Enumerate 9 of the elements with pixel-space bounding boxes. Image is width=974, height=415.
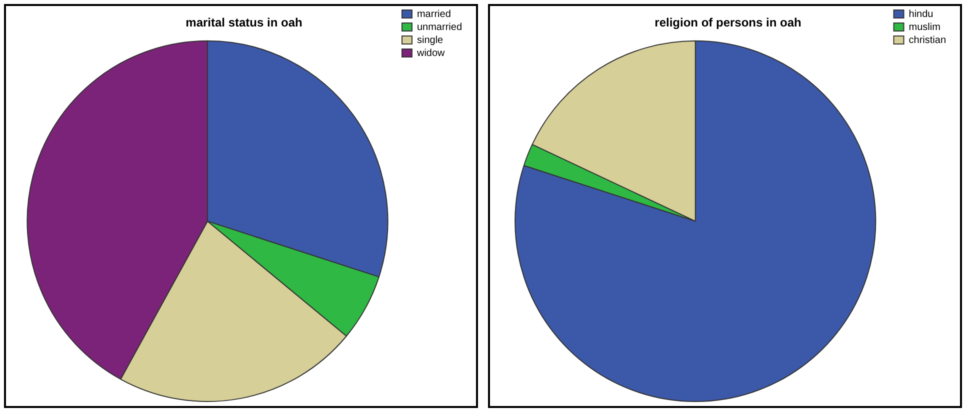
- legend-label: widow: [416, 48, 446, 59]
- legend-label: unmarried: [416, 22, 462, 33]
- text: marital status in oah: [186, 16, 302, 30]
- legend-label: single: [416, 34, 444, 46]
- legend-label: hindu: [908, 8, 934, 20]
- legend-label: muslim: [908, 22, 940, 33]
- legend-label: christian: [908, 34, 946, 46]
- legend-label: married: [416, 8, 451, 20]
- text: religion of persons in oah: [654, 16, 802, 30]
